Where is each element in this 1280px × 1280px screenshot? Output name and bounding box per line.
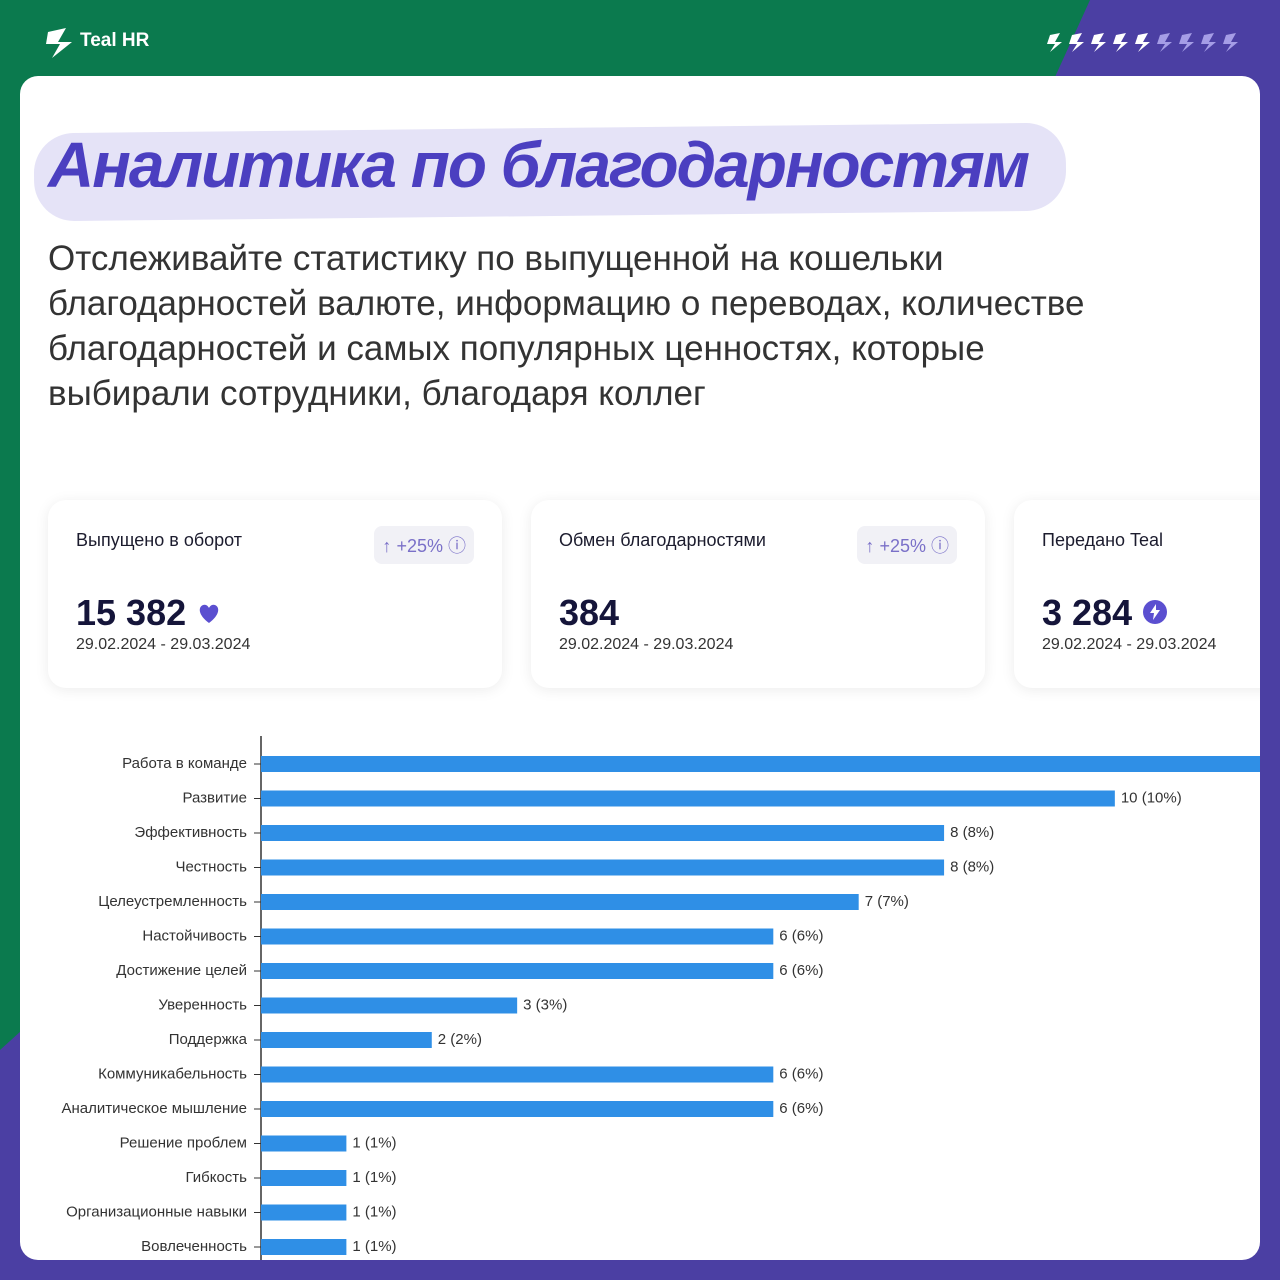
y-tick-label: Решение проблем (120, 1134, 247, 1151)
heart-icon (199, 604, 219, 623)
bar (261, 859, 945, 876)
bar-chart: Работа в команде Развитие 10 (10%) Эффектив… (62, 736, 1260, 1260)
subtitle: Отслеживайте статистику по выпущенной на… (48, 236, 1084, 416)
bar (261, 1032, 432, 1048)
bolts (1047, 33, 1238, 52)
value-label: 3 (3%) (523, 996, 567, 1013)
value-label: 7 (7%) (865, 893, 909, 910)
stat-number: 15 382 (76, 592, 187, 633)
bar (261, 1204, 347, 1221)
bar (261, 1239, 347, 1255)
bar (261, 963, 774, 979)
brand: Teal HR (80, 30, 150, 51)
bar (261, 997, 518, 1014)
y-tick-label: Гибкость (185, 1169, 247, 1186)
y-tick-label: Эффективность (134, 824, 247, 841)
value-label: 1 (1%) (352, 1169, 396, 1186)
value-label: 10 (10%) (1121, 789, 1182, 806)
brand-icon (46, 28, 72, 58)
y-tick-label: Достижение целей (116, 962, 247, 979)
stat-change-value: +25% (879, 536, 926, 556)
y-tick-label: Работа в команде (122, 755, 247, 772)
stat-label: Выпущено в оборот (76, 530, 243, 550)
subtitle-line: благодарностей валюте, информацию о пере… (48, 284, 1085, 323)
y-tick-label: Организационные навыки (66, 1203, 247, 1220)
teal-icon (1143, 600, 1168, 624)
bar (261, 1135, 347, 1152)
bar (261, 825, 945, 841)
stat-period: 29.02.2024 - 29.03.2024 (76, 636, 251, 653)
bar (261, 1066, 774, 1083)
value-label: 6 (6%) (779, 962, 823, 979)
y-tick-label: Настойчивость (142, 927, 247, 944)
y-tick-label: Коммуникабельность (98, 1065, 247, 1082)
stat-card: Выпущено в оборот ↑ +25% ⓘ 15 382 29.02.… (48, 500, 502, 688)
bar (261, 1170, 347, 1186)
stat-card: Передано Teal 3 284 29.02.2024 - 29.03.2… (1014, 500, 1260, 688)
stat-period: 29.02.2024 - 29.03.2024 (1042, 636, 1217, 653)
stat-label: Обмен благодарностями (559, 530, 766, 550)
value-label: 8 (8%) (950, 824, 994, 841)
y-tick-label: Аналитическое мышление (62, 1100, 247, 1117)
y-tick-label: Развитие (183, 789, 248, 806)
value-label: 8 (8%) (950, 858, 994, 875)
value-label: 1 (1%) (352, 1238, 396, 1255)
bar (261, 790, 1115, 807)
bar (261, 928, 774, 945)
stat-label: Передано Teal (1042, 530, 1164, 550)
y-tick-label: Вовлеченность (141, 1238, 247, 1255)
bar (261, 1101, 774, 1117)
stat-value: 384 (559, 592, 619, 634)
subtitle-line: благодарностей и самых популярных ценнос… (48, 329, 985, 368)
value-label: 6 (6%) (779, 1065, 823, 1082)
subtitle-line: Отслеживайте статистику по выпущенной на… (48, 239, 944, 278)
stat-value: 3 284 (1042, 592, 1168, 634)
stat-period: 29.02.2024 - 29.03.2024 (559, 636, 734, 653)
stat-value: 15 382 (76, 592, 222, 634)
bar (261, 894, 859, 910)
stat-change-value: +25% (396, 536, 443, 556)
stat-number: 3 284 (1042, 592, 1133, 633)
bar (261, 756, 1260, 772)
stat-number: 384 (559, 592, 620, 633)
stat-card: Обмен благодарностями ↑ +25% ⓘ 384 29.02… (531, 500, 985, 688)
content-card: Аналитика по благодарностям Отслеживайте… (20, 76, 1260, 1260)
stat-change[interactable]: ↑ +25% ⓘ (374, 526, 474, 564)
title: Аналитика по благодарностям (48, 129, 1030, 201)
stat-change[interactable]: ↑ +25% ⓘ (857, 526, 957, 564)
value-label: 1 (1%) (352, 1134, 396, 1151)
y-tick-label: Целеустремленность (98, 893, 247, 910)
subtitle-line: выбирали сотрудники, благодаря коллег (48, 374, 706, 413)
value-label: 1 (1%) (352, 1203, 396, 1220)
value-label: 6 (6%) (779, 927, 823, 944)
y-tick-label: Честность (175, 858, 247, 875)
y-tick-label: Уверенность (158, 996, 247, 1013)
y-tick-label: Поддержка (169, 1031, 248, 1048)
value-label: 6 (6%) (779, 1100, 823, 1117)
value-label: 2 (2%) (438, 1031, 482, 1048)
